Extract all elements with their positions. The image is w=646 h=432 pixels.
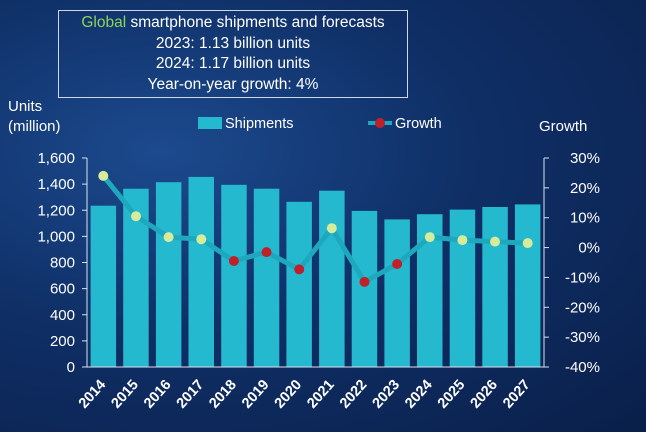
left-tick-label: 400 (50, 307, 75, 324)
growth-point (228, 256, 239, 266)
title-accent: Global (81, 14, 127, 31)
x-tick-label: 2023 (370, 377, 403, 412)
shipments-bar (449, 209, 476, 367)
left-axis-label-line-1: Units (8, 98, 42, 115)
growth-point (131, 211, 141, 222)
growth-line (101, 174, 528, 285)
growth-point (457, 235, 468, 246)
title-line-growth: Year-on-year growth: 4% (147, 75, 319, 93)
left-tick-label: 200 (50, 333, 75, 350)
title-line-2023: 2023: 1.13 billion units (155, 34, 311, 52)
x-tick-label: 2014 (76, 377, 109, 412)
title-rest: smartphone shipments and forecasts (126, 14, 385, 31)
x-tick-label: 2020 (272, 377, 305, 412)
growth-point (392, 259, 403, 269)
shipments-bar (155, 182, 182, 367)
shipments-bar (90, 205, 117, 367)
right-tick-label: -10% (565, 269, 600, 286)
x-tick-label: 2021 (304, 377, 337, 412)
left-tick-label: 0 (67, 359, 75, 376)
shipments-bar (514, 204, 541, 367)
growth-point (424, 232, 435, 243)
x-tick-label: 2017 (174, 377, 207, 412)
title-line-2024: 2024: 1.17 billion units (155, 55, 311, 72)
left-tick-label: 1,000 (37, 228, 75, 245)
x-tick-label: 2022 (337, 377, 370, 412)
legend-shipments-label: Shipments (225, 116, 294, 132)
growth-point (490, 236, 500, 247)
shipments-bar (286, 201, 312, 367)
growth-point (196, 234, 207, 245)
right-tick-label: 10% (570, 210, 600, 227)
x-tick-label: 2026 (468, 377, 501, 412)
legend-growth-marker (375, 118, 385, 128)
growth-point (163, 232, 174, 243)
x-tick-label: 2019 (239, 377, 272, 412)
left-tick-label: 1,200 (37, 202, 75, 219)
right-axis-label: Growth (539, 118, 587, 135)
growth-point (294, 264, 305, 275)
shipments-bar (221, 184, 247, 367)
chart-title: Global smartphone shipments and forecast… (59, 13, 407, 34)
x-tick-label: 2025 (435, 377, 468, 412)
right-tick-label: -40% (565, 359, 600, 376)
x-tick-label: 2015 (108, 377, 141, 412)
growth-point (359, 276, 370, 287)
legend-shipments-swatch (198, 117, 222, 129)
left-tick-label: 800 (50, 255, 75, 272)
shipments-bar (188, 176, 214, 367)
shipments-bar (351, 210, 378, 367)
growth-point (98, 170, 109, 181)
x-tick-label: 2016 (141, 377, 174, 412)
growth-point (261, 247, 272, 258)
x-tick-label: 2027 (500, 377, 533, 412)
x-tick-label: 2018 (206, 377, 239, 412)
growth-point (326, 223, 337, 234)
left-axis-label-line-2: (million) (8, 118, 61, 135)
growth-point (522, 238, 533, 249)
shipments-bar (319, 190, 345, 367)
left-tick-label: 1,400 (37, 176, 75, 193)
shipments-bar (384, 219, 410, 367)
legend-growth-label: Growth (395, 116, 442, 132)
left-tick-label: 1,600 (37, 150, 75, 167)
x-tick-label: 2024 (402, 377, 435, 412)
right-tick-label: -20% (565, 299, 600, 316)
shipments-bar (253, 188, 280, 367)
shipments-bar (482, 207, 508, 367)
right-tick-label: 20% (570, 180, 600, 197)
right-tick-label: -30% (565, 329, 600, 346)
right-tick-label: 30% (570, 150, 600, 167)
title-box: Global smartphone shipments and forecast… (58, 10, 408, 98)
left-tick-label: 600 (50, 281, 75, 298)
right-tick-label: 0% (578, 240, 600, 257)
